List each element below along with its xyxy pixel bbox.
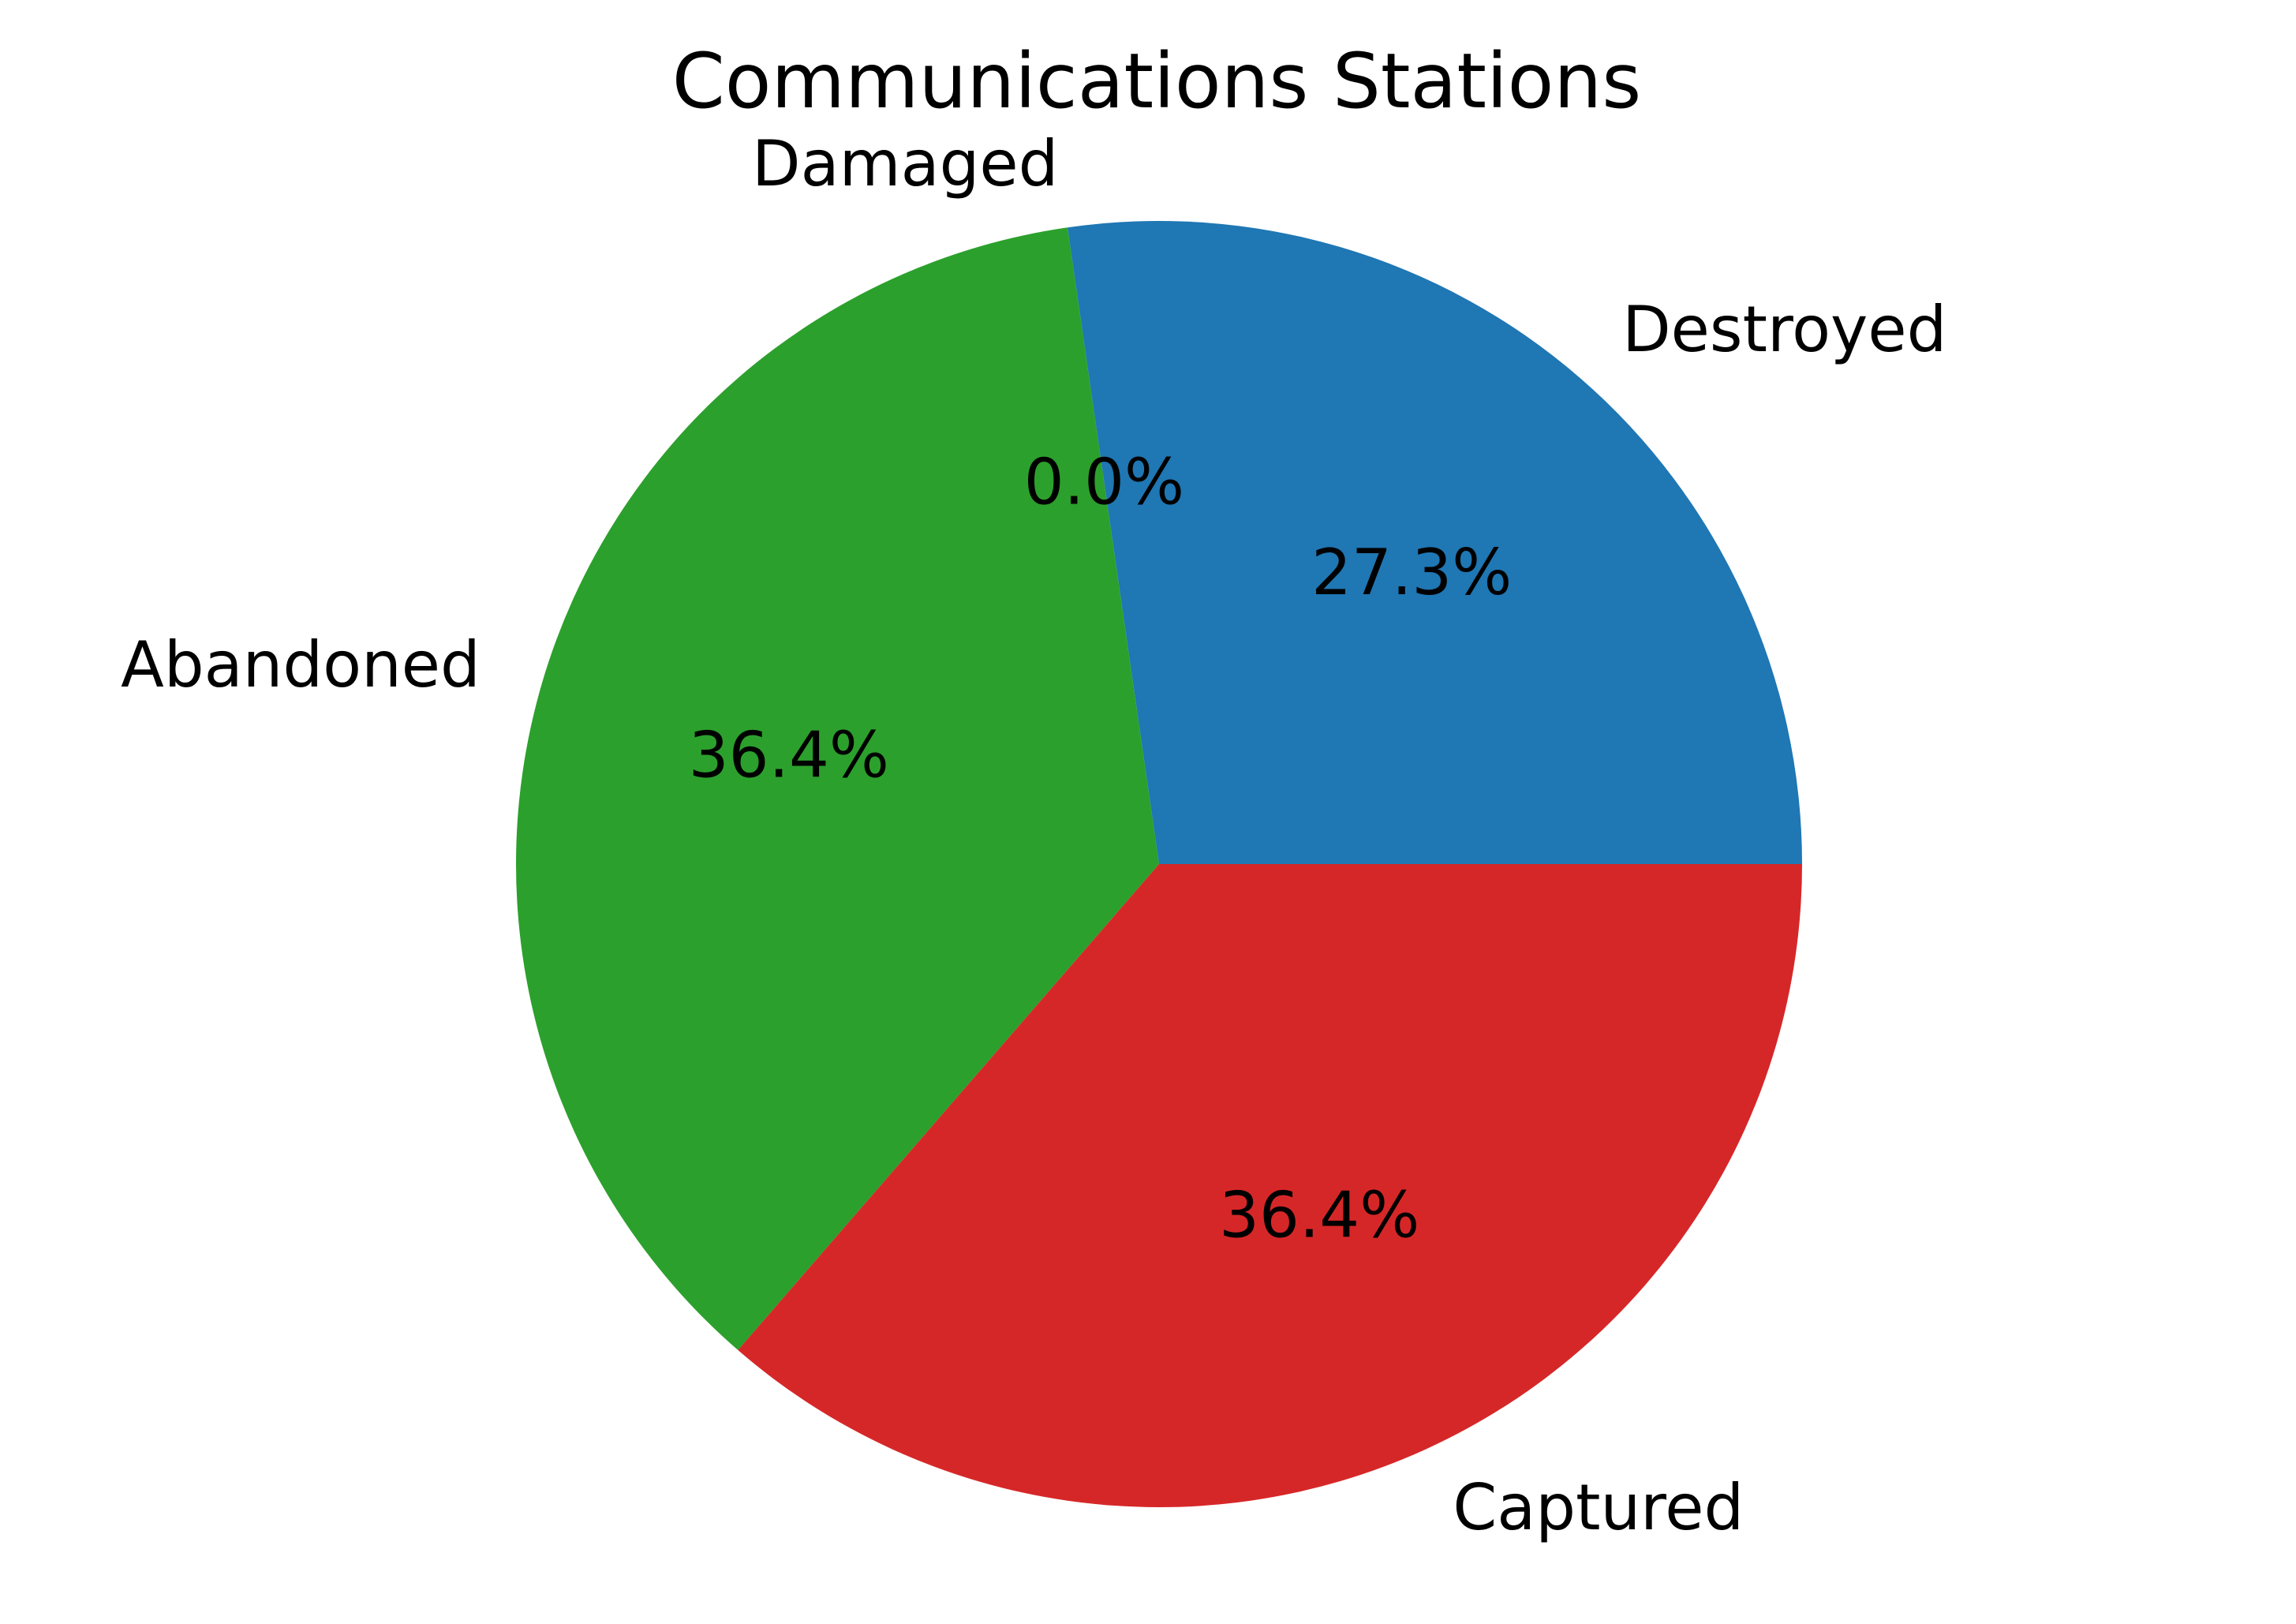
label-destroyed: Destroyed — [1622, 293, 1946, 366]
pct-label-captured: 36.4% — [1219, 1178, 1419, 1252]
slice-captured — [738, 864, 1802, 1508]
pie-labels: Destroyed 27.3% Damaged 0.0% Abandoned 36.4% C… — [121, 127, 1946, 1544]
pct-label-damaged: 0.0% — [1024, 445, 1184, 518]
label-damaged: Damaged — [752, 127, 1058, 200]
label-captured: Captured — [1453, 1471, 1744, 1544]
pct-label-destroyed: 27.3% — [1311, 536, 1512, 609]
slice-abandoned — [516, 227, 1159, 1350]
pie-slices — [516, 220, 1802, 1508]
pct-label-abandoned: 36.4% — [689, 719, 889, 792]
label-abandoned: Abandoned — [121, 628, 481, 702]
slice-destroyed — [1068, 220, 1802, 864]
chart-title: Communications Stations — [672, 37, 1642, 125]
